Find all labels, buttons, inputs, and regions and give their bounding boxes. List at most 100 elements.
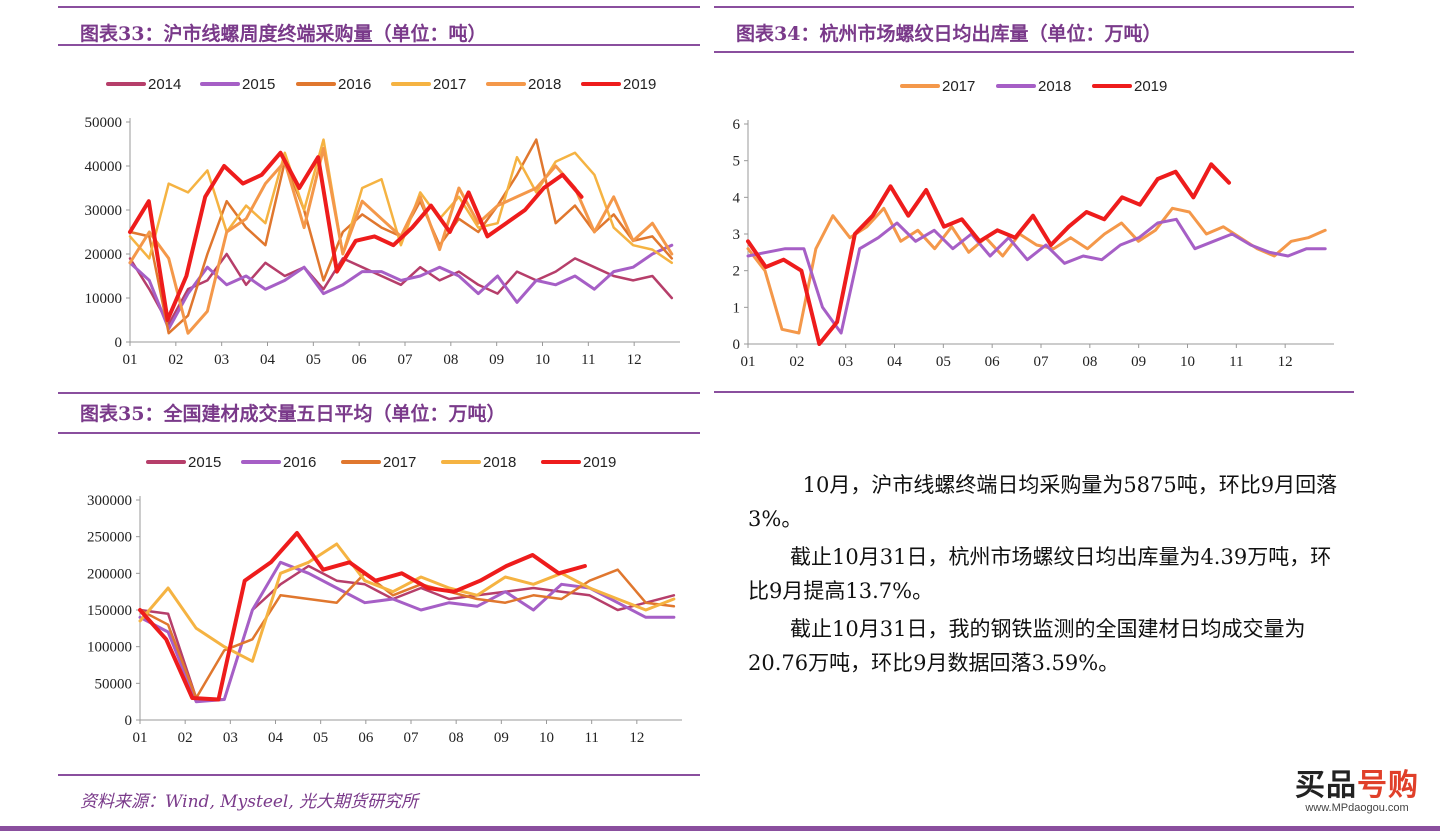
x-tick-label: 08 — [443, 352, 458, 368]
series-line-2019 — [746, 162, 1231, 346]
top-rule-right — [714, 6, 1354, 8]
commentary-para-1: 10月，沪市线螺终端日均采购量为5875吨，环比9月回落3%。 — [748, 473, 1338, 531]
site-logo-url: www.MPdaogou.com — [1305, 802, 1409, 814]
series-line-2019 — [138, 531, 587, 702]
y-tick-label: 10000 — [85, 291, 123, 307]
site-logo-mark: 买品号购 — [1292, 760, 1422, 804]
x-tick-label: 03 — [838, 354, 853, 370]
x-tick-label: 07 — [398, 352, 414, 368]
chart34-bottom-rule — [714, 391, 1354, 393]
x-tick-label: 12 — [1278, 354, 1293, 370]
x-tick-label: 05 — [306, 352, 321, 368]
legend-label-2018: 2018 — [483, 454, 516, 471]
y-tick-label: 300000 — [87, 493, 132, 509]
legend-label-2014: 2014 — [148, 76, 181, 93]
x-tick-label: 08 — [1082, 354, 1097, 370]
legend-label-2017: 2017 — [433, 76, 466, 93]
x-tick-label: 01 — [741, 354, 756, 370]
x-tick-label: 01 — [133, 730, 148, 746]
legend-label-2019: 2019 — [1134, 78, 1167, 95]
x-tick-label: 02 — [168, 352, 183, 368]
legend-label-2015: 2015 — [188, 454, 221, 471]
chart33-title: 图表33：沪市线螺周度终端采购量（单位：吨） — [80, 23, 487, 45]
y-tick-label: 100000 — [87, 640, 132, 656]
legend-label-2017: 2017 — [383, 454, 416, 471]
y-tick-label: 30000 — [85, 203, 123, 219]
x-tick-label: 01 — [123, 352, 138, 368]
x-tick-label: 10 — [535, 352, 550, 368]
legend-label-2019: 2019 — [623, 76, 656, 93]
x-tick-label: 04 — [268, 730, 284, 746]
y-tick-label: 150000 — [87, 603, 132, 619]
y-tick-label: 20000 — [85, 247, 123, 263]
legend-label-2016: 2016 — [338, 76, 371, 93]
logo-text-a: 买品 — [1295, 768, 1357, 803]
series-line-2018 — [138, 542, 676, 663]
x-tick-label: 06 — [985, 354, 1001, 370]
x-tick-label: 05 — [313, 730, 328, 746]
series-line-2017 — [746, 206, 1327, 335]
y-tick-label: 50000 — [85, 115, 123, 131]
y-tick-label: 40000 — [85, 159, 123, 175]
legend-label-2019: 2019 — [583, 454, 616, 471]
commentary-para-3: 截止10月31日，我的钢铁监测的全国建材日均成交量为20.76万吨，环比9月数据… — [748, 617, 1306, 675]
chart33-svg: 0 10000 20000 30000 40000 50000 01 02 03 04 05 06 07… — [85, 76, 680, 368]
x-tick-label: 06 — [358, 730, 374, 746]
bottom-strip — [0, 826, 1440, 831]
x-tick-label: 09 — [1131, 354, 1146, 370]
logo-text-b: 号购 — [1357, 768, 1419, 803]
x-tick-label: 12 — [627, 352, 642, 368]
chart34-title-rule — [714, 51, 1354, 53]
y-tick-label: 50000 — [95, 676, 133, 692]
x-tick-label: 10 — [539, 730, 554, 746]
commentary-para-2: 截止10月31日，杭州市场螺纹日均出库量为4.39万吨，环比9月提高13.7%。 — [748, 545, 1332, 603]
top-rule-left — [58, 6, 700, 8]
legend-label-2018: 2018 — [1038, 78, 1071, 95]
chart35-title: 图表35：全国建材成交量五日平均（单位：万吨） — [80, 403, 506, 425]
y-tick-label: 6 — [733, 117, 741, 133]
chart33-bottom-rule — [58, 392, 700, 394]
x-tick-label: 10 — [1180, 354, 1195, 370]
x-tick-label: 07 — [404, 730, 420, 746]
x-tick-label: 05 — [936, 354, 951, 370]
y-tick-label: 1 — [733, 300, 741, 316]
x-tick-label: 07 — [1034, 354, 1050, 370]
x-tick-label: 12 — [629, 730, 644, 746]
y-tick-label: 0 — [125, 713, 133, 729]
legend-label-2016: 2016 — [283, 454, 316, 471]
chart35-title-rule — [58, 432, 700, 434]
chart35-bottom-rule — [58, 774, 700, 776]
x-tick-label: 09 — [489, 352, 504, 368]
x-tick-label: 11 — [584, 730, 598, 746]
legend-label-2018: 2018 — [528, 76, 561, 93]
chart33-title-rule — [58, 44, 700, 46]
x-tick-label: 03 — [214, 352, 229, 368]
y-tick-label: 0 — [115, 335, 123, 351]
y-tick-label: 4 — [733, 190, 741, 206]
x-tick-label: 11 — [581, 352, 595, 368]
y-tick-label: 3 — [733, 227, 741, 243]
series-line-2019 — [128, 150, 584, 322]
source-note: 资料来源：Wind, Mysteel, 光大期货研究所 — [80, 792, 419, 812]
series-line-2016 — [138, 560, 676, 704]
y-tick-label: 200000 — [87, 566, 132, 582]
x-tick-label: 02 — [178, 730, 193, 746]
y-tick-label: 5 — [733, 154, 741, 170]
site-logo: 买品号购 www.MPdaogou.com — [1292, 760, 1422, 814]
y-tick-label: 2 — [733, 264, 741, 280]
x-tick-label: 06 — [352, 352, 368, 368]
chart34-title: 图表34：杭州市场螺纹日均出库量（单位：万吨） — [736, 23, 1162, 45]
series-line-2017 — [128, 138, 674, 265]
commentary: 10月，沪市线螺终端日均采购量为5875吨，环比9月回落3%。 截止10月31日… — [748, 468, 1348, 684]
x-tick-label: 02 — [789, 354, 804, 370]
x-tick-label: 11 — [1229, 354, 1243, 370]
series-line-2018 — [746, 217, 1327, 335]
series-line-2015 — [128, 243, 674, 331]
x-tick-label: 04 — [260, 352, 276, 368]
chart35-svg: 0 50000 100000 150000 200000 250000 300000 01 02… — [87, 454, 682, 746]
legend-label-2017: 2017 — [942, 78, 975, 95]
x-tick-label: 03 — [223, 730, 238, 746]
x-tick-label: 04 — [887, 354, 903, 370]
y-tick-label: 250000 — [87, 530, 132, 546]
